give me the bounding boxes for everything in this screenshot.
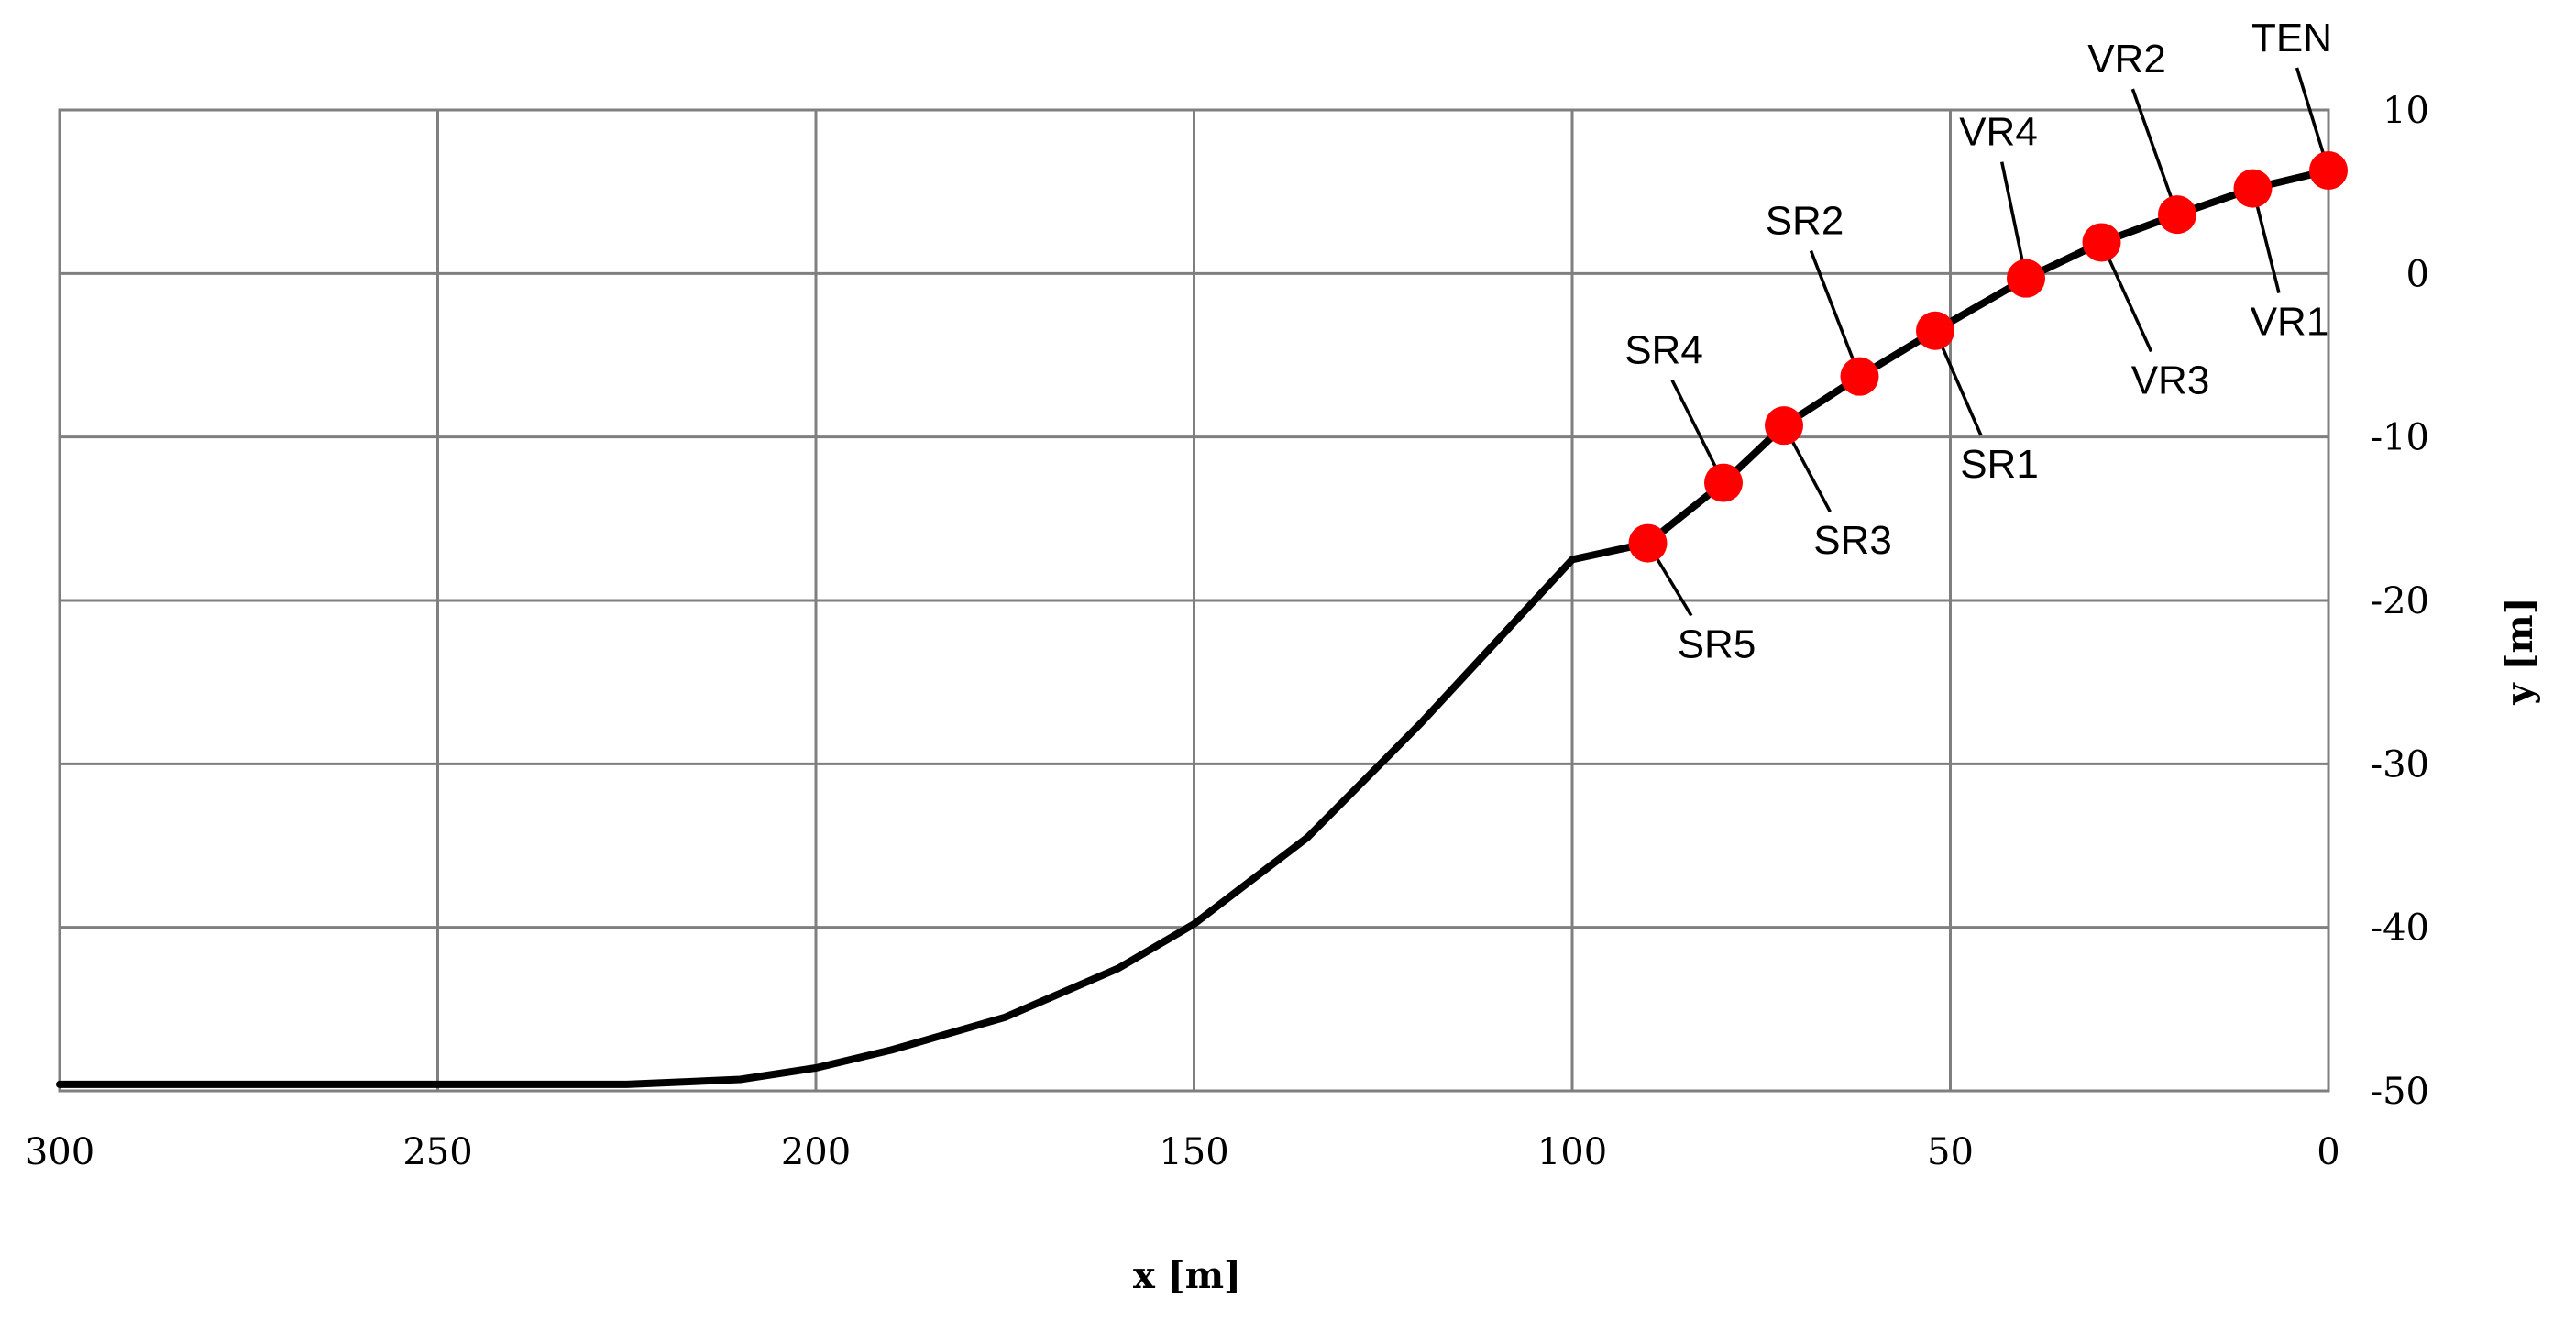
marker-sr5 [1628, 523, 1668, 563]
y-tick-label: -40 [2371, 908, 2429, 950]
label-sr1: SR1 [1960, 442, 2039, 487]
marker-vr3 [2082, 223, 2121, 262]
grid [58, 108, 2330, 1093]
label-sr2: SR2 [1766, 199, 1844, 244]
point-labels: TEN VR1 VR2 VR3 VR4 SR1 SR2 SR3 SR4 SR5 [1624, 16, 2332, 667]
y-tick-label: 10 [2383, 90, 2429, 132]
label-vr3: VR3 [2131, 358, 2210, 402]
marker-vr1 [2233, 169, 2273, 208]
point-markers [1628, 150, 2348, 563]
label-vr4: VR4 [1959, 110, 2038, 155]
marker-sr3 [1765, 406, 1803, 446]
y-tick-label: -10 [2371, 417, 2429, 459]
plot-frame [58, 108, 2330, 1093]
leader-vr4 [2000, 161, 2028, 280]
y-tick-label: -20 [2371, 580, 2429, 622]
y-tick-label: 0 [2406, 253, 2429, 295]
label-sr4: SR4 [1624, 328, 1703, 373]
label-vr1: VR1 [2251, 300, 2329, 345]
y-tick-label: -30 [2371, 743, 2429, 786]
marker-sr2 [1840, 357, 1879, 396]
x-axis-ticks: 300 250 200 150 100 50 0 [25, 1131, 2340, 1173]
leader-sr2 [1809, 250, 1862, 378]
x-tick-label: 100 [1537, 1131, 1607, 1173]
marker-vr4 [2007, 258, 2045, 298]
marker-sr4 [1704, 463, 1743, 502]
x-tick-label: 150 [1159, 1131, 1228, 1173]
x-tick-label: 50 [1927, 1131, 1974, 1173]
x-tick-label: 200 [781, 1131, 851, 1173]
label-ten: TEN [2251, 16, 2332, 60]
label-sr5: SR5 [1678, 622, 1756, 667]
label-vr2: VR2 [2087, 37, 2166, 82]
marker-sr1 [1916, 311, 1954, 350]
leader-vr2 [2130, 88, 2179, 215]
x-tick-label: 250 [402, 1131, 472, 1173]
y-tick-label: -50 [2371, 1071, 2429, 1113]
marker-vr2 [2158, 195, 2196, 235]
x-tick-label: 0 [2317, 1131, 2339, 1173]
marker-ten [2309, 150, 2348, 190]
x-axis-title: x [m] [1133, 1254, 1241, 1297]
x-tick-label: 300 [25, 1131, 94, 1173]
y-axis-ticks: 10 0 -10 -20 -30 -40 -50 [2371, 90, 2429, 1113]
y-axis-title: y [m] [2498, 597, 2541, 705]
leader-vr3 [2099, 241, 2153, 353]
label-sr3: SR3 [1813, 518, 1892, 563]
